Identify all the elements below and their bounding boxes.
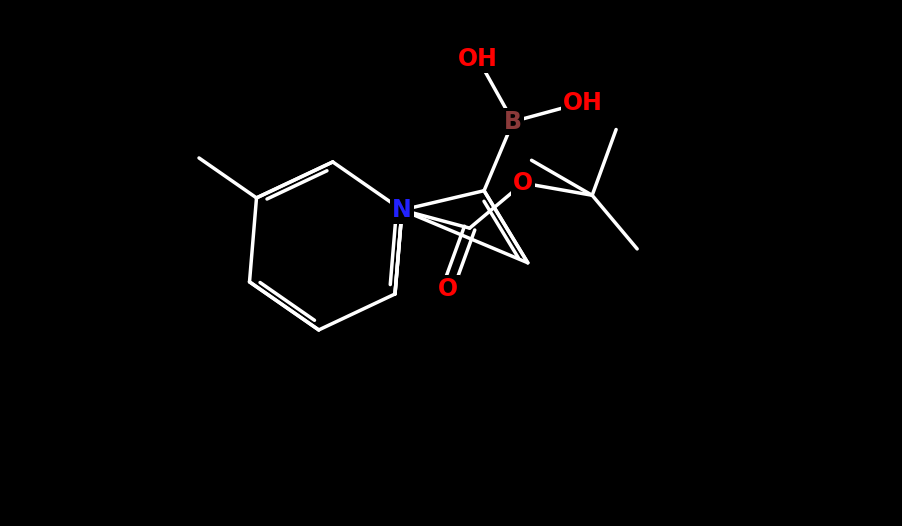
Text: OH: OH — [562, 90, 602, 115]
Text: N: N — [391, 198, 411, 222]
Text: OH: OH — [457, 47, 497, 70]
Text: O: O — [437, 277, 457, 301]
Text: O: O — [512, 171, 533, 195]
Text: B: B — [503, 109, 521, 134]
